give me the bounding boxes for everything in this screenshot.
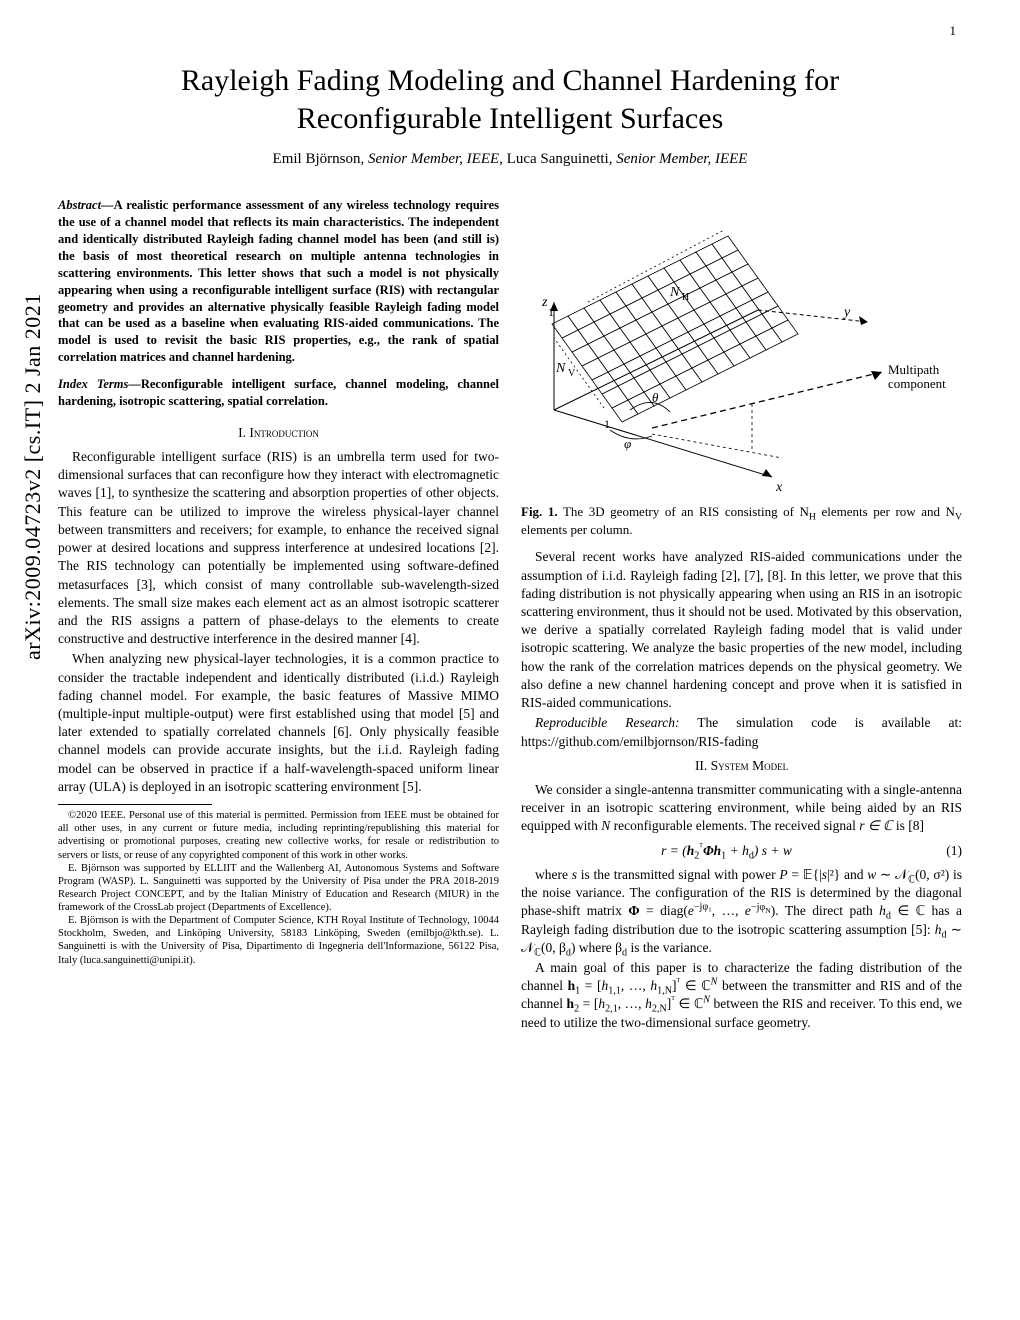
abstract-block: Abstract—A realistic performance assessm… xyxy=(58,197,499,366)
figure-1-caption-sub1: H xyxy=(809,512,816,523)
sys-p1b: reconfigurable elements. The received si… xyxy=(610,818,859,833)
abstract-text: A realistic performance assessment of an… xyxy=(58,198,499,364)
author-2-role: Senior Member, IEEE xyxy=(616,151,747,167)
figure-1-caption-sub2: V xyxy=(955,512,962,523)
figure-1-caption-label: Fig. 1. xyxy=(521,504,558,519)
svg-text:Multipath: Multipath xyxy=(888,362,940,377)
section-1-heading: I. Introduction xyxy=(58,424,499,442)
svg-text:θ: θ xyxy=(652,390,659,405)
abstract-label: Abstract— xyxy=(58,198,114,212)
svg-text:1: 1 xyxy=(548,305,554,319)
right-paragraph-1: Several recent works have analyzed RIS-a… xyxy=(521,548,962,712)
svg-text:1: 1 xyxy=(604,417,610,431)
reproducible-label: Reproducible Research: xyxy=(535,715,679,730)
reproducible-research: Reproducible Research: The simulation co… xyxy=(521,714,962,750)
footnote-separator xyxy=(58,804,212,805)
figure-1-caption-b2: elements per row and N xyxy=(816,504,955,519)
page-number: 1 xyxy=(950,22,957,40)
sys-r: r ∈ ℂ xyxy=(859,818,892,833)
title-line-1: Rayleigh Fading Modeling and Channel Har… xyxy=(181,64,839,97)
right-column: zxyMultipathcomponentθφNHNV11 Fig. 1. Th… xyxy=(521,197,962,1034)
left-column: Abstract—A realistic performance assessm… xyxy=(58,197,499,1034)
author-sep: , Luca Sanguinetti, xyxy=(499,151,616,167)
title-line-2: Reconfigurable Intelligent Surfaces xyxy=(297,102,724,135)
paper-title: Rayleigh Fading Modeling and Channel Har… xyxy=(58,62,962,137)
author-1-role: Senior Member, IEEE xyxy=(368,151,499,167)
intro-paragraph-2: When analyzing new physical-layer techno… xyxy=(58,650,499,796)
index-terms-block: Index Terms—Reconfigurable intelligent s… xyxy=(58,376,499,410)
figure-1-svg: zxyMultipathcomponentθφNHNV11 xyxy=(532,197,952,497)
author-1: Emil Björnson, xyxy=(273,151,368,167)
equation-1-expr: r = (h2ᵀΦh1 + hd) s + w xyxy=(521,842,932,860)
equation-1: r = (h2ᵀΦh1 + hd) s + w (1) xyxy=(521,842,962,860)
footnote-affiliation: E. Björnson is with the Department of Co… xyxy=(58,914,499,967)
intro-paragraph-1: Reconfigurable intelligent surface (RIS)… xyxy=(58,448,499,648)
svg-text:H: H xyxy=(682,292,689,303)
section-2-heading: II. System Model xyxy=(521,757,962,775)
sys-p1c: is [8] xyxy=(893,818,925,833)
figure-1-caption: Fig. 1. The 3D geometry of an RIS consis… xyxy=(521,503,962,538)
svg-text:z: z xyxy=(541,295,548,310)
system-model-p2: where s is the transmitted signal with p… xyxy=(521,866,962,957)
footnote-copyright: ©2020 IEEE. Personal use of this materia… xyxy=(58,809,499,862)
footnote-funding: E. Björnson was supported by ELLIIT and … xyxy=(58,862,499,915)
svg-text:N: N xyxy=(555,361,566,376)
svg-text:y: y xyxy=(842,305,851,320)
svg-text:φ: φ xyxy=(624,436,631,451)
svg-text:component: component xyxy=(888,376,946,391)
author-line: Emil Björnson, Senior Member, IEEE, Luca… xyxy=(58,149,962,169)
svg-text:V: V xyxy=(568,368,576,379)
index-terms-label: Index Terms— xyxy=(58,377,141,391)
two-column-layout: Abstract—A realistic performance assessm… xyxy=(58,197,962,1034)
sys-N: N xyxy=(601,818,610,833)
arxiv-id: arXiv:2009.04723v2 [cs.IT] 2 Jan 2021 xyxy=(18,293,48,660)
svg-text:N: N xyxy=(669,285,680,300)
figure-1: zxyMultipathcomponentθφNHNV11 xyxy=(521,197,962,497)
equation-1-number: (1) xyxy=(932,842,962,860)
system-model-p1: We consider a single-antenna transmitter… xyxy=(521,781,962,836)
figure-1-caption-end: elements per column. xyxy=(521,522,633,537)
system-model-p3: A main goal of this paper is to characte… xyxy=(521,959,962,1032)
figure-1-caption-a: The 3D geometry of an RIS consisting of … xyxy=(558,504,809,519)
svg-text:x: x xyxy=(775,480,783,495)
